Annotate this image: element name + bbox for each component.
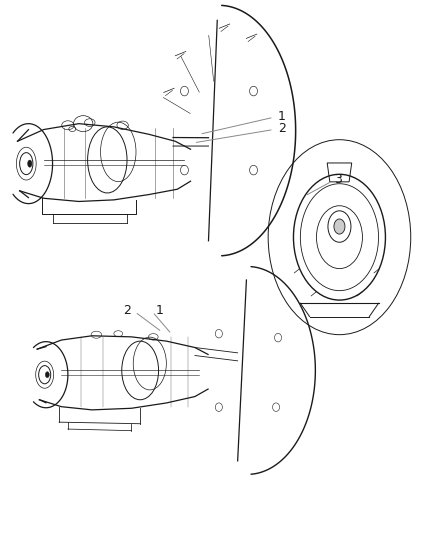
Text: 1: 1 <box>278 110 286 123</box>
Text: 2: 2 <box>123 304 131 317</box>
Text: 3: 3 <box>334 173 342 186</box>
Ellipse shape <box>334 219 345 234</box>
Text: 1: 1 <box>155 304 163 317</box>
Text: 2: 2 <box>278 122 286 135</box>
Ellipse shape <box>28 160 32 167</box>
Ellipse shape <box>46 372 49 378</box>
